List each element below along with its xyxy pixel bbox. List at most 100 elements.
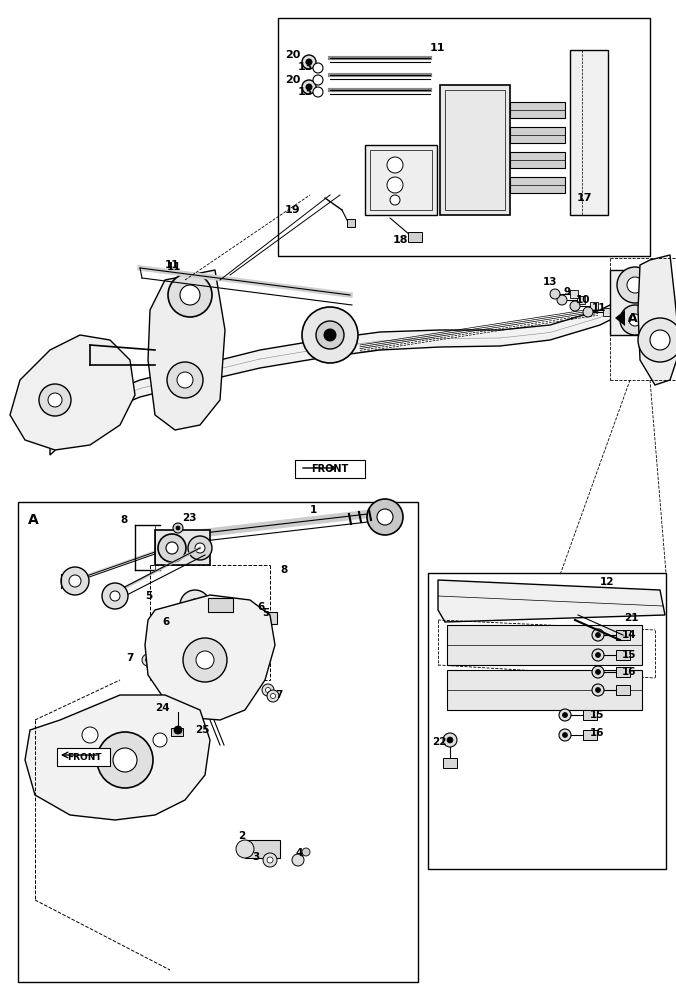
Circle shape [306,59,312,65]
Circle shape [559,729,571,741]
Bar [278,18,650,256]
Text: 5: 5 [145,591,152,601]
Text: 16: 16 [590,728,604,738]
Circle shape [596,688,600,692]
Circle shape [627,277,643,293]
Circle shape [235,613,245,623]
Circle shape [151,664,155,668]
Bar [408,232,422,242]
Bar [570,290,578,298]
Text: 12: 12 [600,577,614,587]
Bar [171,728,183,736]
Text: 11: 11 [592,303,606,313]
Circle shape [82,727,98,743]
Bar [193,645,207,655]
Text: 13: 13 [298,62,314,72]
Text: 23: 23 [182,513,197,523]
Bar [295,460,365,478]
Circle shape [236,840,254,858]
Bar [510,102,565,118]
Circle shape [570,301,580,311]
Circle shape [596,670,600,674]
Text: 4: 4 [295,848,302,858]
Circle shape [147,660,159,672]
Circle shape [180,285,200,305]
Circle shape [583,307,593,317]
Circle shape [196,651,214,669]
Circle shape [377,509,393,525]
Text: 18: 18 [393,235,408,245]
Circle shape [387,157,403,173]
Circle shape [226,604,254,632]
Bar [428,573,666,869]
Circle shape [313,75,323,85]
Circle shape [447,737,453,743]
Bar [365,145,437,215]
Circle shape [195,543,205,553]
Circle shape [650,330,670,350]
Bar [248,633,262,643]
Bar [245,840,280,858]
Polygon shape [615,310,625,326]
Circle shape [153,733,167,747]
Circle shape [559,709,571,721]
Circle shape [592,649,604,661]
Bar [255,612,277,624]
Bar [57,748,110,766]
Text: 11: 11 [430,43,445,53]
Circle shape [592,629,604,641]
Bar [570,50,608,215]
Circle shape [562,712,567,718]
Circle shape [174,726,182,734]
Bar [616,667,630,677]
Circle shape [302,307,358,363]
Bar [590,302,598,310]
Polygon shape [638,255,676,385]
Text: 1: 1 [310,505,317,515]
Text: 25: 25 [195,725,210,735]
Bar [616,650,630,660]
Text: 9: 9 [563,287,570,297]
Circle shape [176,526,180,530]
Bar [155,530,210,565]
Text: 15: 15 [622,650,637,660]
Bar [610,270,660,335]
Bar [603,308,611,316]
Bar [616,685,630,695]
Text: 21: 21 [624,613,639,623]
Text: 8: 8 [280,565,287,575]
Text: 22: 22 [432,737,447,747]
Text: 17: 17 [577,193,592,203]
Text: 8: 8 [120,515,127,525]
Circle shape [158,534,186,562]
Circle shape [97,732,153,788]
Polygon shape [10,335,135,450]
Text: 7: 7 [126,653,133,663]
Bar [447,625,642,665]
Circle shape [142,654,154,666]
Text: 24: 24 [155,703,170,713]
Text: 11: 11 [165,260,180,270]
Circle shape [596,633,600,638]
Circle shape [113,748,137,772]
Text: 3: 3 [252,852,260,862]
Text: 7: 7 [275,690,283,700]
Text: 2: 2 [238,831,245,841]
Text: 20: 20 [285,50,300,60]
Bar [447,670,642,710]
Bar [18,502,418,982]
Bar [208,598,233,612]
Circle shape [443,733,457,747]
Text: 6: 6 [162,617,169,627]
Circle shape [166,542,178,554]
Circle shape [39,384,71,416]
Text: 13: 13 [543,277,558,287]
Bar [583,730,597,740]
Circle shape [173,523,183,533]
Bar [440,85,510,215]
Circle shape [562,732,567,738]
Circle shape [61,567,89,595]
Circle shape [201,598,215,612]
Circle shape [267,857,273,863]
Text: FRONT: FRONT [312,464,349,474]
